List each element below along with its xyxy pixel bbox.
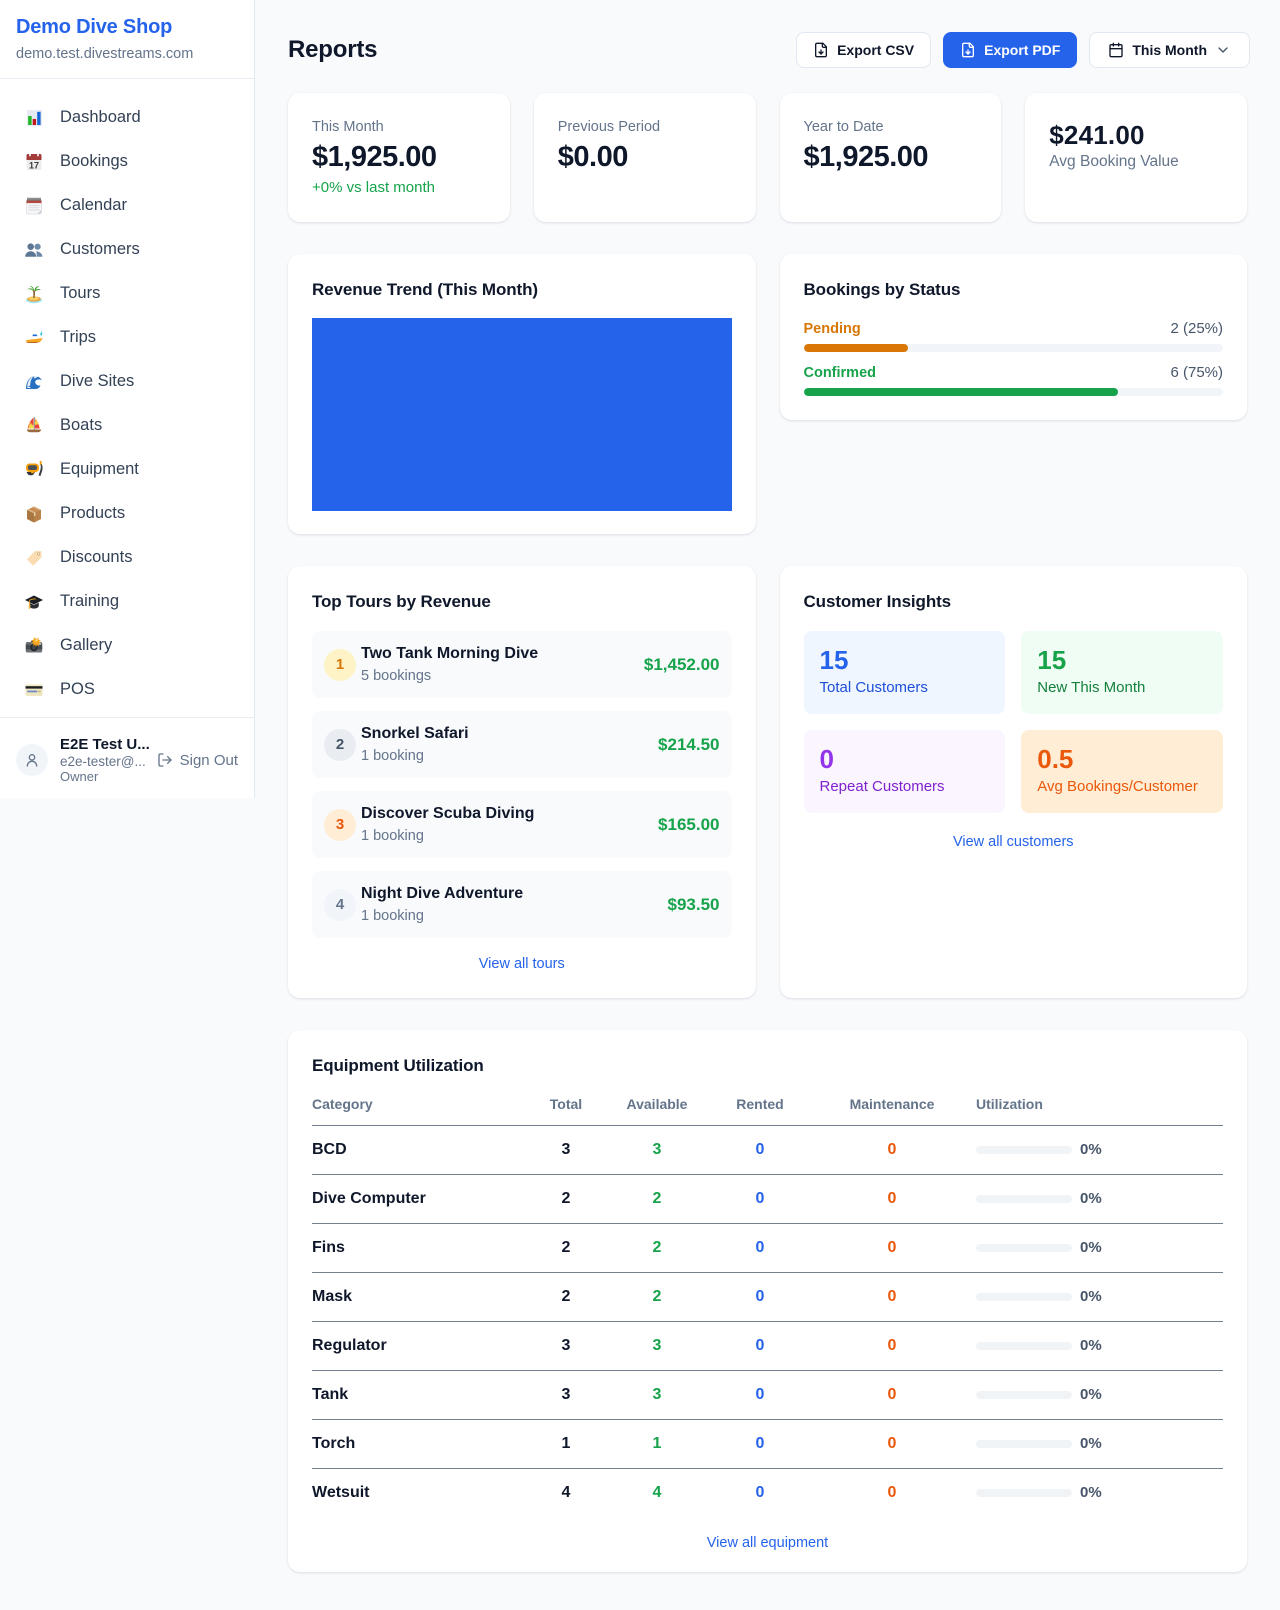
svg-text:17: 17 <box>29 160 39 170</box>
